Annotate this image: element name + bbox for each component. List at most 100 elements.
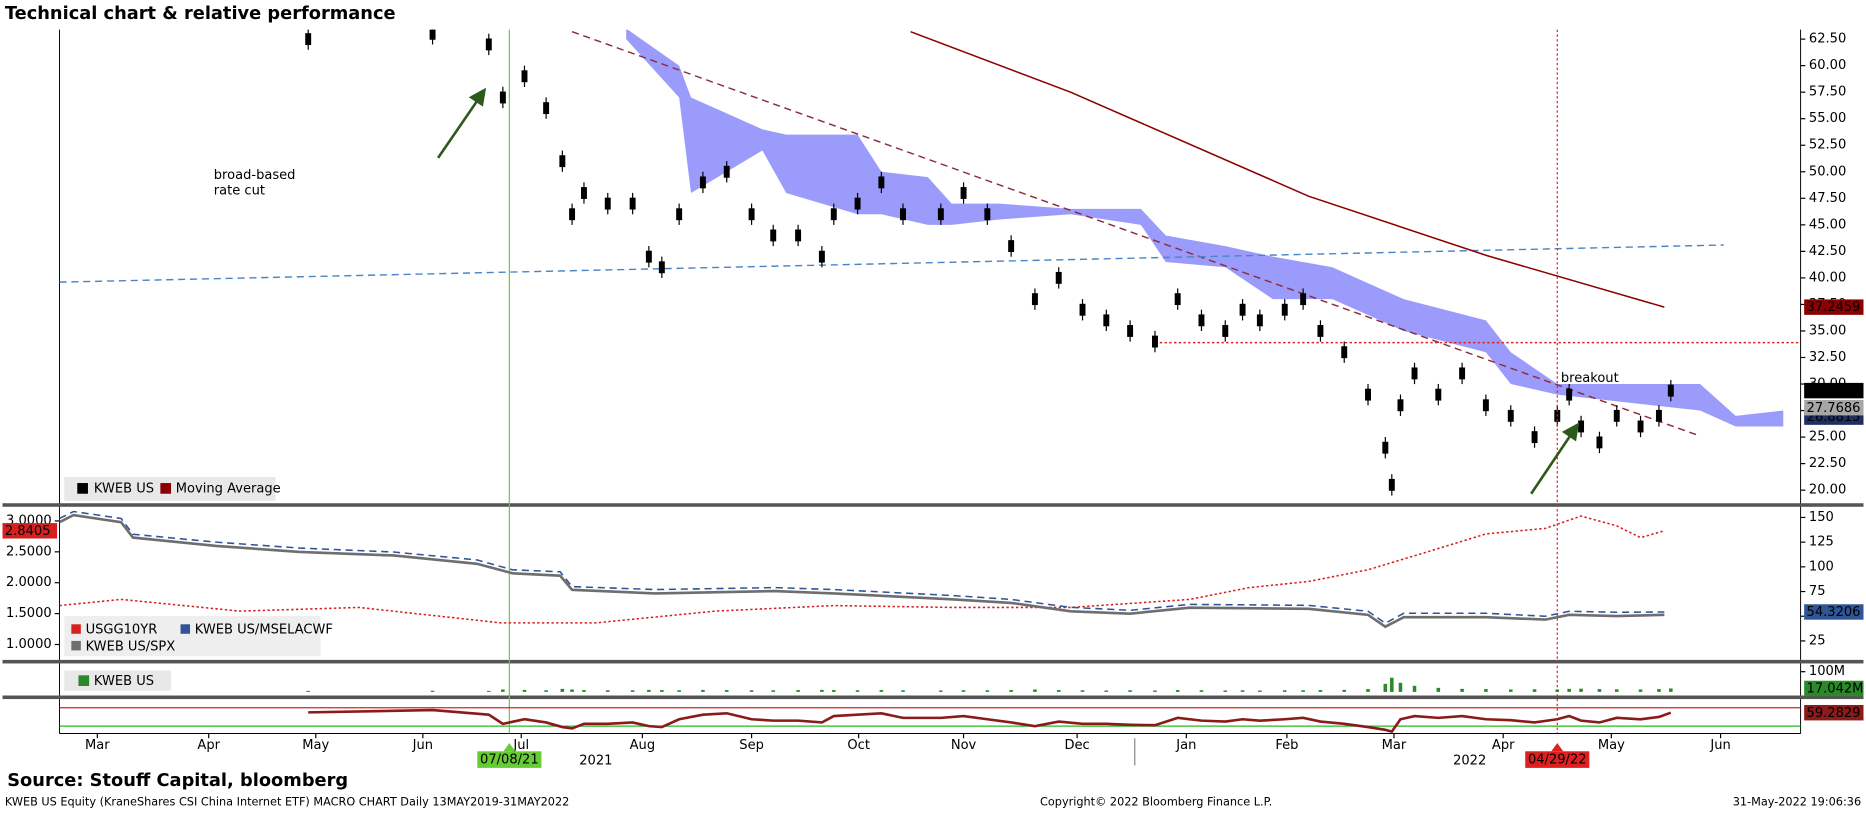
value-tag: [1804, 299, 1864, 315]
candle: [1103, 314, 1110, 327]
candle: [1365, 388, 1371, 401]
candle: [830, 208, 837, 221]
candle: [854, 197, 861, 210]
candle: [1482, 399, 1489, 412]
candle: [645, 250, 652, 263]
bar: [501, 689, 505, 692]
bar: [1532, 689, 1537, 692]
date-marker: [1551, 742, 1564, 752]
date-label: 04/29/22: [1528, 753, 1587, 768]
trend-line: [571, 31, 1701, 437]
value-tag-label: 2.8405: [5, 524, 51, 539]
candle: [1008, 240, 1015, 252]
x-tick-label: Jul: [512, 738, 529, 753]
arrows: [437, 87, 1580, 495]
bar: [660, 690, 664, 692]
panel-separator: [2, 695, 1864, 700]
bar: [701, 689, 705, 692]
trend-line: [59, 244, 1724, 283]
candle: [1596, 436, 1603, 449]
bar: [1412, 685, 1417, 692]
value-tag: [1804, 382, 1864, 399]
y-tick-label: 47.50: [1809, 191, 1846, 206]
candle: [1667, 384, 1674, 397]
bar: [1128, 690, 1132, 692]
x-tick-label: Nov: [951, 738, 977, 753]
bar: [1301, 690, 1305, 692]
candle: [818, 250, 825, 263]
y-tick-label: 25: [1809, 633, 1826, 648]
candle: [559, 155, 566, 168]
candle: [1459, 367, 1466, 380]
candle: [1300, 293, 1307, 306]
value-tag: [1804, 704, 1864, 721]
y-tick-label: 75: [1809, 584, 1826, 599]
series-line: [59, 510, 1665, 625]
y-tick-label: 35.00: [1809, 323, 1846, 338]
value-tag-label: 59.2829: [1807, 706, 1861, 721]
date-box: [477, 751, 542, 768]
x-tick-label: Sep: [739, 738, 764, 753]
value-tag: [2, 523, 58, 539]
y-tick-label: 125: [1809, 535, 1834, 550]
x-tick-label: Jun: [1709, 738, 1730, 753]
candle: [1174, 293, 1181, 306]
bar: [630, 690, 635, 692]
arrow: [1530, 431, 1574, 495]
bar: [1199, 690, 1204, 692]
legend-label: KWEB US/SPX: [86, 639, 176, 654]
value-tag: [1804, 604, 1864, 620]
y-tick-label: 42.50: [1809, 244, 1846, 259]
x-tick-label: May: [302, 738, 329, 753]
candle: [1397, 399, 1404, 412]
candle: [658, 261, 665, 274]
y-tick-label: 20.00: [1809, 483, 1846, 498]
bar: [1460, 688, 1464, 692]
bar: [724, 690, 729, 692]
bar: [1597, 689, 1602, 692]
candle: [1317, 325, 1324, 337]
bar: [1390, 677, 1394, 692]
value-tag-label: 29.38: [1807, 384, 1844, 399]
candle: [795, 229, 802, 242]
bar: [1366, 689, 1370, 692]
y-tick-label: 45.00: [1809, 217, 1846, 232]
bar: [1436, 687, 1441, 692]
legend-label: USGG10YR: [86, 623, 158, 638]
bar: [1080, 690, 1085, 692]
y-tick-label: 1.0000: [6, 637, 52, 652]
bar: [1240, 690, 1245, 692]
panel: [59, 707, 1801, 734]
bar: [796, 690, 800, 692]
x-tick-label: Mar: [85, 738, 110, 753]
bar: [1567, 688, 1571, 692]
candle: [1613, 409, 1620, 422]
year-label: 2022: [1453, 753, 1486, 768]
candle: [521, 70, 528, 83]
panel-separator: [2, 503, 1864, 507]
y-tick-label: 57.50: [1809, 85, 1846, 100]
chart-title: Technical chart & relative performance: [5, 3, 396, 24]
bar: [1579, 688, 1583, 692]
y-tick-label: 2.5000: [6, 544, 52, 559]
candle: [1031, 293, 1038, 306]
bar: [961, 690, 966, 692]
candle: [1578, 420, 1585, 433]
candle: [1239, 303, 1246, 316]
year-label: 2021: [579, 753, 612, 768]
series-line: [308, 708, 1672, 734]
bar: [1484, 689, 1488, 692]
y-tick-label: 60.00: [1809, 58, 1846, 73]
bar: [1175, 690, 1180, 692]
date-box: [1525, 751, 1590, 768]
legend-label: KWEB US/MSELACWF: [195, 623, 333, 638]
candle: [676, 208, 683, 221]
date-label: 07/08/21: [480, 753, 539, 768]
candle: [878, 176, 885, 189]
value-tag-label: 17.042M: [1807, 682, 1864, 697]
candle: [1079, 303, 1086, 316]
bar: [901, 690, 905, 692]
legend-swatch: [77, 483, 88, 494]
bar: [832, 690, 836, 692]
y-tick-label: 55.00: [1809, 111, 1846, 126]
